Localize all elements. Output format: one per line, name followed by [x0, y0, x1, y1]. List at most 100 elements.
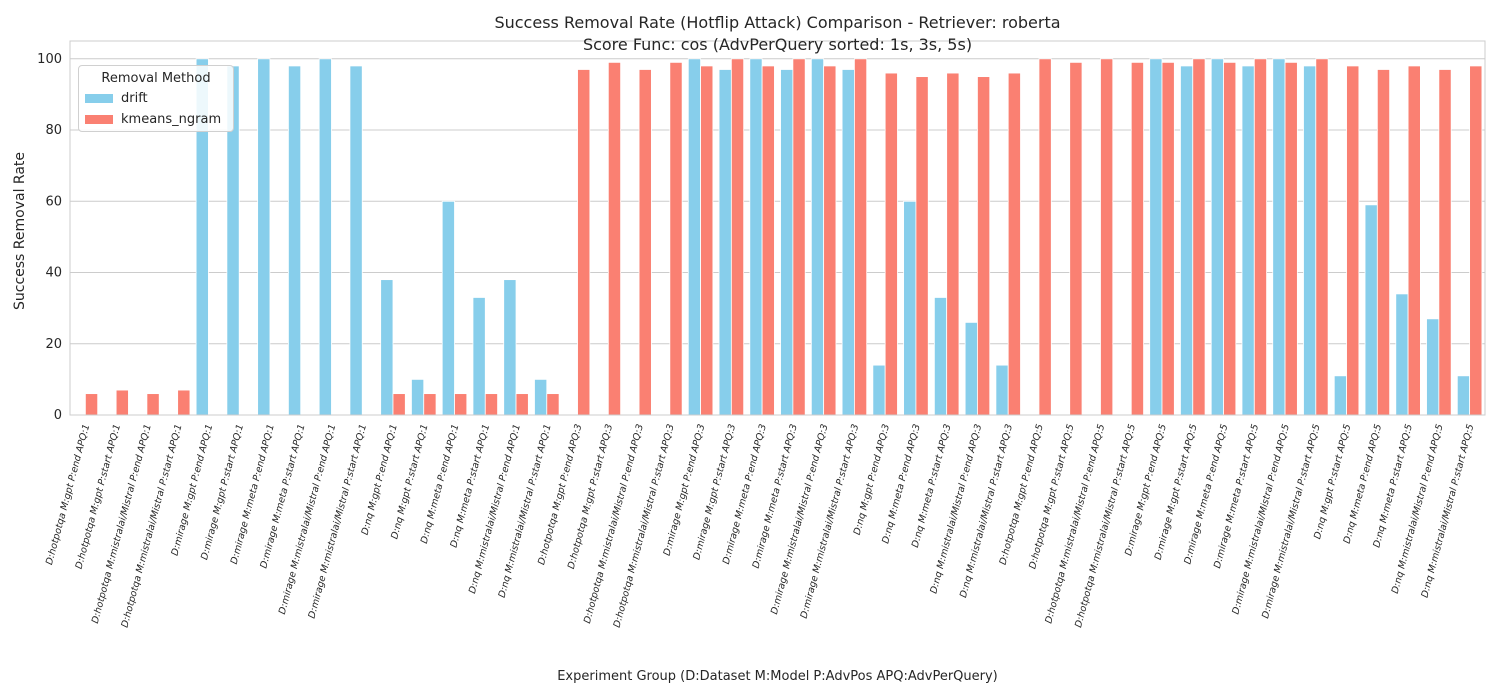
x-tick-label: D:hotpotqa M:mistralai/Mistral P:end APQ…: [1043, 423, 1107, 625]
bar-drift: [1395, 293, 1409, 416]
x-tick-label: D:mirage M:mistralai/Mistral P:start APQ…: [1260, 423, 1323, 620]
bar-kmeans-ngram: [1346, 65, 1360, 416]
bar-drift: [810, 58, 825, 416]
x-tick-labels: D:hotpotqa M:gpt P:end APQ:1D:hotpotqa M…: [44, 423, 1476, 629]
bar-kmeans-ngram: [515, 393, 529, 416]
bar-drift: [1303, 65, 1317, 416]
bar-kmeans-ngram: [484, 393, 498, 416]
chart-title: Success Removal Rate (Hotflip Attack) Co…: [494, 13, 1061, 32]
bar-drift: [718, 69, 732, 416]
bar-kmeans-ngram: [146, 393, 160, 416]
bar-drift: [318, 58, 332, 416]
bar-drift: [534, 378, 548, 416]
legend-label-kmeans-ngram: kmeans_ngram: [121, 112, 222, 127]
bar-drift: [780, 69, 794, 416]
bar-drift: [257, 58, 271, 416]
y-axis-label: Success Removal Rate: [12, 151, 28, 310]
x-tick-label: D:mirage M:mistralai/Mistral P:start APQ…: [799, 423, 862, 620]
bar-drift: [1456, 375, 1471, 416]
bar-drift: [1333, 375, 1347, 416]
bar-kmeans-ngram: [854, 58, 868, 416]
bar-kmeans-ngram: [915, 76, 929, 416]
y-tick-label: 60: [45, 194, 62, 209]
bar-kmeans-ngram: [392, 393, 406, 416]
x-tick-label: D:mirage M:mistralai/Mistral P:end APQ:5: [1230, 423, 1291, 616]
x-tick-label: D:hotpotqa M:mistralai/Mistral P:start A…: [1073, 423, 1138, 629]
bar-kmeans-ngram: [115, 389, 129, 416]
bar-kmeans-ngram: [1007, 72, 1021, 416]
bar-kmeans-ngram: [1192, 58, 1206, 416]
x-tick-label: D:hotpotqa M:mistralai/Mistral P:start A…: [120, 423, 185, 629]
bar-kmeans-ngram: [1069, 61, 1083, 416]
x-tick-label: D:mirage M:mistralai/Mistral P:end APQ:3: [769, 423, 830, 616]
bar-drift: [441, 200, 455, 416]
bar-kmeans-ngram: [1223, 61, 1237, 416]
bar-drift: [995, 364, 1009, 416]
bar-kmeans-ngram: [761, 65, 775, 416]
bar-drift: [349, 65, 363, 416]
plot-frame: [69, 40, 1486, 416]
bar-kmeans-ngram: [1407, 65, 1421, 416]
chart-subtitle: Score Func: cos (AdvPerQuery sorted: 1s,…: [582, 35, 973, 54]
bar-drift: [841, 69, 855, 416]
legend: Removal Method drift kmeans_ngram: [78, 65, 234, 132]
x-tick-label: D:hotpotqa M:mistralai/Mistral P:start A…: [612, 423, 677, 629]
legend-item-drift: drift: [85, 91, 148, 107]
bar-kmeans-ngram: [1130, 61, 1144, 416]
bar-kmeans-ngram: [792, 58, 806, 416]
bar-kmeans-ngram: [700, 65, 714, 416]
bar-kmeans-ngram: [884, 72, 898, 416]
x-tick-label: D:mirage M:mistralai/Mistral P:end APQ:1: [277, 423, 338, 616]
bar-kmeans-ngram: [823, 65, 837, 416]
bar-kmeans-ngram: [669, 61, 683, 416]
bar-kmeans-ngram: [177, 389, 191, 416]
bar-drift: [472, 297, 486, 416]
bar-drift: [380, 279, 394, 416]
legend-item-kmeans-ngram: kmeans_ngram: [85, 112, 221, 128]
bar-drift: [903, 200, 917, 416]
bar-kmeans-ngram: [1100, 58, 1114, 416]
y-tick-label: 20: [45, 337, 62, 352]
bar-kmeans-ngram: [1161, 61, 1175, 416]
bar-drift: [749, 58, 763, 416]
bar-drift: [288, 65, 302, 416]
y-tick-label: 80: [45, 123, 62, 138]
bar-kmeans-ngram: [638, 69, 652, 416]
bar-kmeans-ngram: [1038, 58, 1052, 416]
x-tick-label: D:mirage M:mistralai/Mistral P:start APQ…: [307, 423, 370, 620]
bar-drift: [1272, 58, 1286, 416]
bar-kmeans-ngram: [1284, 61, 1298, 416]
bar-kmeans-ngram: [1376, 69, 1391, 416]
bar-kmeans-ngram: [423, 393, 437, 416]
bar-drift: [1149, 58, 1163, 416]
legend-swatch-kmeans-ngram: [85, 115, 113, 124]
bars: [84, 58, 1483, 416]
bar-drift: [1241, 65, 1255, 416]
legend-label-drift: drift: [121, 91, 148, 106]
y-tick-label: 0: [54, 408, 62, 423]
bar-drift: [503, 279, 517, 416]
y-tick-label: 40: [45, 266, 62, 281]
bar-drift: [933, 297, 948, 416]
bar-drift: [964, 321, 978, 416]
bar-kmeans-ngram: [977, 76, 991, 416]
bar-drift: [1210, 58, 1224, 416]
bar-drift: [1426, 318, 1440, 416]
bar-kmeans-ngram: [1253, 58, 1267, 416]
bar-kmeans-ngram: [84, 393, 99, 416]
bar-drift: [1364, 204, 1378, 416]
bar-kmeans-ngram: [577, 69, 591, 416]
bar-kmeans-ngram: [1469, 65, 1483, 416]
bar-drift: [687, 58, 701, 416]
bar-drift: [1180, 65, 1194, 416]
bar-kmeans-ngram: [1438, 69, 1452, 416]
bar-kmeans-ngram: [730, 58, 745, 416]
y-tick-labels: 0 20 40 60 80 100: [37, 52, 62, 423]
bar-kmeans-ngram: [546, 393, 560, 416]
bar-drift: [411, 378, 425, 416]
bar-kmeans-ngram: [1315, 58, 1329, 416]
legend-title: Removal Method: [101, 71, 211, 86]
bar-drift: [872, 364, 886, 416]
x-tick-label: D:hotpotqa M:mistralai/Mistral P:end APQ…: [90, 423, 154, 625]
